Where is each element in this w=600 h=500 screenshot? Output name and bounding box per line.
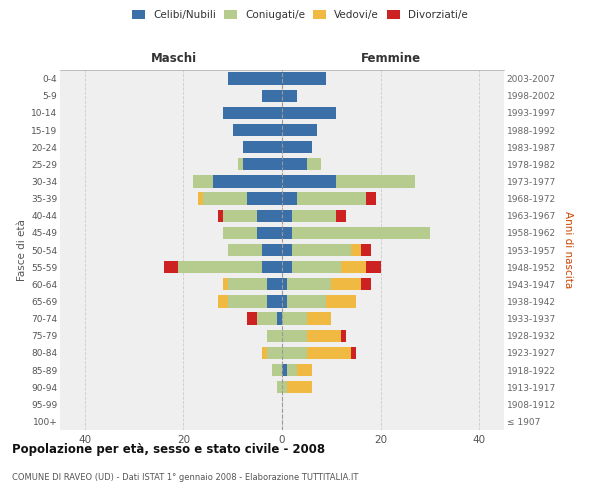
Bar (242, 158, 282, 170)
Bar (292, 244, 351, 256)
Bar (361, 244, 371, 256)
Bar (262, 346, 267, 359)
Bar (282, 210, 292, 222)
Bar (282, 261, 292, 274)
Bar (351, 244, 361, 256)
Bar (277, 312, 282, 324)
Bar (336, 210, 346, 222)
Bar (257, 226, 282, 239)
Bar (282, 312, 307, 324)
Y-axis label: Anni di nascita: Anni di nascita (563, 212, 572, 288)
Bar (326, 296, 356, 308)
Bar (262, 90, 282, 102)
Bar (233, 124, 282, 136)
Bar (228, 296, 267, 308)
Bar (361, 278, 371, 290)
Bar (366, 192, 376, 204)
Bar (282, 90, 297, 102)
Text: Femmine: Femmine (361, 52, 421, 65)
Bar (307, 312, 331, 324)
Bar (282, 72, 326, 85)
Bar (193, 176, 213, 188)
Bar (331, 278, 361, 290)
Bar (297, 192, 366, 204)
Bar (267, 330, 282, 342)
Bar (228, 244, 262, 256)
Bar (262, 244, 282, 256)
Bar (287, 364, 297, 376)
Bar (351, 346, 356, 359)
Bar (287, 278, 331, 290)
Bar (282, 226, 292, 239)
Bar (238, 158, 242, 170)
Bar (282, 381, 287, 394)
Bar (228, 72, 282, 85)
Bar (272, 364, 282, 376)
Bar (292, 226, 430, 239)
Bar (223, 278, 228, 290)
Bar (223, 226, 257, 239)
Bar (282, 124, 317, 136)
Bar (267, 296, 282, 308)
Bar (247, 312, 257, 324)
Bar (262, 261, 282, 274)
Bar (307, 346, 351, 359)
Bar (267, 346, 282, 359)
Bar (213, 176, 282, 188)
Bar (282, 296, 287, 308)
Bar (282, 330, 307, 342)
Bar (282, 141, 311, 154)
Bar (292, 210, 336, 222)
Bar (307, 330, 341, 342)
Bar (257, 312, 277, 324)
Bar (282, 106, 336, 119)
Bar (287, 381, 311, 394)
Bar (282, 192, 297, 204)
Bar (267, 278, 282, 290)
Bar (287, 296, 326, 308)
Bar (307, 158, 322, 170)
Bar (282, 244, 292, 256)
Bar (198, 192, 203, 204)
Bar (203, 192, 247, 204)
Bar (366, 261, 380, 274)
Bar (282, 158, 307, 170)
Bar (257, 210, 282, 222)
Bar (341, 261, 366, 274)
Bar (178, 261, 262, 274)
Bar (223, 210, 257, 222)
Bar (282, 346, 307, 359)
Bar (297, 364, 311, 376)
Bar (218, 210, 223, 222)
Bar (282, 364, 287, 376)
Legend: Celibi/Nubili, Coniugati/e, Vedovi/e, Divorziati/e: Celibi/Nubili, Coniugati/e, Vedovi/e, Di… (130, 8, 470, 22)
Bar (341, 330, 346, 342)
Bar (164, 261, 178, 274)
Bar (247, 192, 282, 204)
Bar (282, 176, 336, 188)
Bar (242, 141, 282, 154)
Text: Maschi: Maschi (151, 52, 197, 65)
Y-axis label: Fasce di età: Fasce di età (17, 219, 27, 281)
Bar (292, 261, 341, 274)
Bar (223, 106, 282, 119)
Bar (282, 278, 287, 290)
Bar (277, 381, 282, 394)
Bar (218, 296, 228, 308)
Bar (336, 176, 415, 188)
Bar (228, 278, 267, 290)
Text: Popolazione per età, sesso e stato civile - 2008: Popolazione per età, sesso e stato civil… (12, 442, 325, 456)
Text: COMUNE DI RAVEO (UD) - Dati ISTAT 1° gennaio 2008 - Elaborazione TUTTITALIA.IT: COMUNE DI RAVEO (UD) - Dati ISTAT 1° gen… (12, 472, 358, 482)
